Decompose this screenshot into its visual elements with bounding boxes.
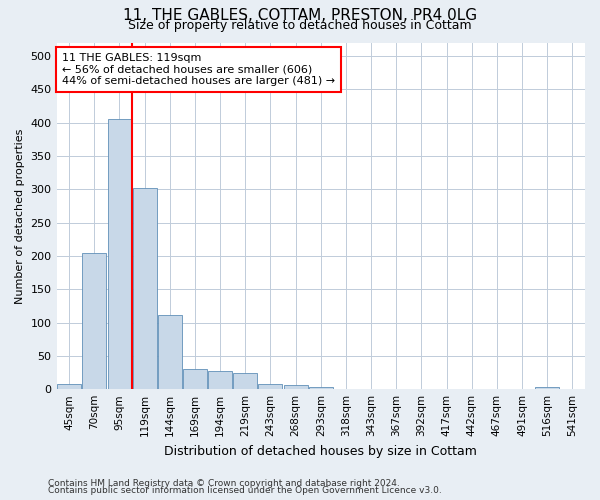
Text: Size of property relative to detached houses in Cottam: Size of property relative to detached ho…: [128, 18, 472, 32]
X-axis label: Distribution of detached houses by size in Cottam: Distribution of detached houses by size …: [164, 444, 477, 458]
Y-axis label: Number of detached properties: Number of detached properties: [15, 128, 25, 304]
Bar: [158, 314, 182, 389]
Text: Contains HM Land Registry data © Crown copyright and database right 2024.: Contains HM Land Registry data © Crown c…: [48, 478, 400, 488]
Bar: [82, 252, 106, 389]
Bar: [233, 372, 257, 389]
Bar: [284, 385, 308, 389]
Bar: [208, 371, 232, 389]
Bar: [183, 369, 207, 389]
Bar: [535, 387, 559, 389]
Bar: [107, 119, 131, 389]
Bar: [57, 384, 81, 389]
Bar: [259, 384, 283, 389]
Text: 11, THE GABLES, COTTAM, PRESTON, PR4 0LG: 11, THE GABLES, COTTAM, PRESTON, PR4 0LG: [123, 8, 477, 22]
Text: Contains public sector information licensed under the Open Government Licence v3: Contains public sector information licen…: [48, 486, 442, 495]
Text: 11 THE GABLES: 119sqm
← 56% of detached houses are smaller (606)
44% of semi-det: 11 THE GABLES: 119sqm ← 56% of detached …: [62, 53, 335, 86]
Bar: [309, 387, 333, 389]
Bar: [133, 188, 157, 389]
